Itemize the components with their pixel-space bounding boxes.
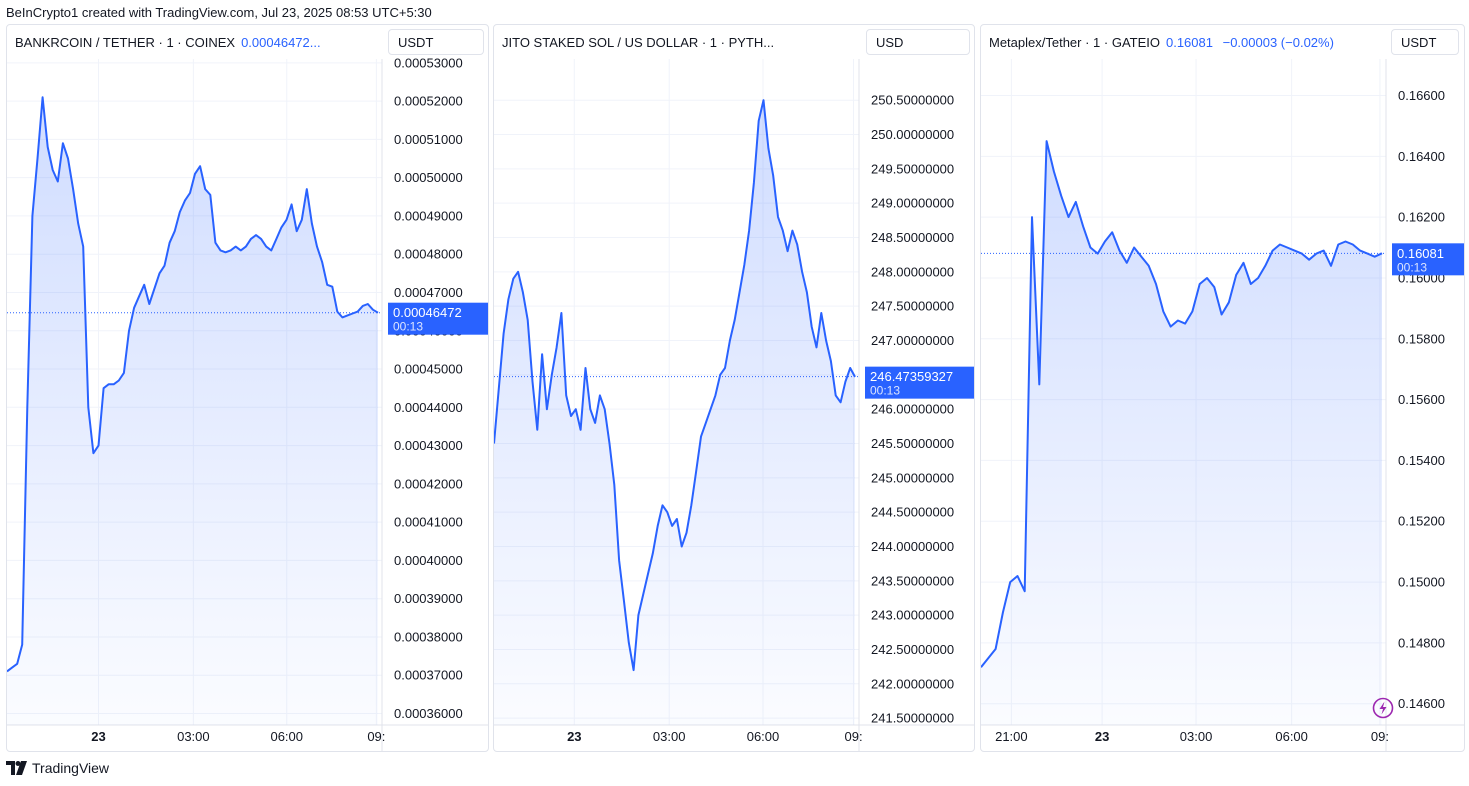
symbol-title[interactable]: BANKRCOIN / TETHER · 1 · COINEX 0.0004647… — [15, 35, 321, 50]
x-tick-label: 09: — [1371, 729, 1389, 744]
y-tick-label: 245.00000000 — [871, 470, 954, 485]
y-tick-label: 0.00049000 — [394, 208, 463, 223]
y-tick-label: 0.00045000 — [394, 362, 463, 377]
countdown-timer: 00:13 — [870, 384, 900, 398]
y-tick-label: 249.00000000 — [871, 196, 954, 211]
chart-panel-metaplex[interactable]: 0.14600 0.14800 0.15000 0.15200 0.15400 0.156… — [980, 24, 1465, 752]
x-tick-label: 23 — [91, 729, 105, 744]
price-label: 246.47359327 — [870, 369, 953, 384]
y-tick-label: 0.00036000 — [394, 706, 463, 721]
footer-brand: TradingView — [6, 760, 109, 776]
currency-unit-button[interactable]: USDT — [1391, 29, 1459, 55]
y-tick-label: 242.00000000 — [871, 676, 954, 691]
y-tick-label: 0.00037000 — [394, 668, 463, 683]
y-tick-label: 249.50000000 — [871, 161, 954, 176]
currency-unit-button[interactable]: USDT — [388, 29, 484, 55]
y-tick-label: 0.00044000 — [394, 400, 463, 415]
price-line[interactable] — [494, 99, 856, 672]
x-tick-label: 03:00 — [1180, 729, 1213, 744]
brand-name: TradingView — [32, 760, 110, 776]
y-tick-label: 0.00041000 — [394, 515, 463, 530]
price-line[interactable] — [981, 140, 1383, 668]
y-tick-label: 0.16200 — [1398, 210, 1445, 225]
y-tick-label: 0.14600 — [1398, 696, 1445, 711]
countdown-timer: 00:13 — [1397, 260, 1427, 274]
y-tick-label: 244.50000000 — [871, 505, 954, 520]
price-line[interactable] — [7, 96, 379, 673]
price-change: −0.00003 (−0.02%) — [1222, 35, 1334, 50]
y-tick-label: 0.00048000 — [394, 247, 463, 262]
y-tick-label: 0.00040000 — [394, 553, 463, 568]
y-tick-label: 248.00000000 — [871, 264, 954, 279]
symbol-title[interactable]: Metaplex/Tether · 1 · GATEIO 0.16081 −0.0… — [989, 35, 1334, 50]
lightning-icon[interactable] — [1372, 697, 1394, 719]
symbol-title[interactable]: JITO STAKED SOL / US DOLLAR · 1 · PYTH..… — [502, 35, 774, 50]
y-tick-label: 0.00050000 — [394, 170, 463, 185]
currency-unit-button[interactable]: USD — [866, 29, 970, 55]
symbol-name: Metaplex/Tether · 1 · GATEIO — [989, 35, 1160, 50]
chart-svg[interactable]: 0.14600 0.14800 0.15000 0.15200 0.15400 0.156… — [981, 25, 1464, 751]
x-tick-label: 09: — [367, 729, 385, 744]
y-tick-label: 0.15600 — [1398, 392, 1445, 407]
price-label: 0.16081 — [1397, 246, 1444, 261]
x-tick-label: 03:00 — [177, 729, 210, 744]
y-tick-label: 0.16400 — [1398, 149, 1445, 164]
countdown-timer: 00:13 — [393, 320, 423, 334]
y-tick-label: 0.00051000 — [394, 132, 463, 147]
y-tick-label: 0.00047000 — [394, 285, 463, 300]
y-tick-label: 0.15800 — [1398, 331, 1445, 346]
x-tick-label: 06:00 — [270, 729, 303, 744]
y-tick-label: 0.00039000 — [394, 591, 463, 606]
y-tick-label: 0.14800 — [1398, 635, 1445, 650]
y-tick-label: 246.00000000 — [871, 402, 954, 417]
attribution-line: BeInCrypto1 created with TradingView.com… — [6, 5, 432, 20]
y-tick-label: 244.00000000 — [871, 539, 954, 554]
y-tick-label: 250.00000000 — [871, 127, 954, 142]
x-tick-label: 21:00 — [995, 729, 1028, 744]
y-tick-label: 243.00000000 — [871, 608, 954, 623]
price-label: 0.00046472 — [393, 305, 462, 320]
y-tick-label: 0.15000 — [1398, 575, 1445, 590]
chart-svg[interactable]: 0.00036000 0.00037000 0.00038000 0.00039000… — [7, 25, 488, 751]
y-tick-label: 0.00038000 — [394, 629, 463, 644]
x-tick-label: 06:00 — [1275, 729, 1308, 744]
last-price: 0.00046472... — [241, 35, 321, 50]
y-tick-label: 0.00053000 — [394, 55, 463, 70]
area-fill — [7, 97, 378, 726]
y-tick-label: 242.50000000 — [871, 642, 954, 657]
y-tick-label: 248.50000000 — [871, 230, 954, 245]
y-tick-label: 247.50000000 — [871, 299, 954, 314]
price-label-box — [388, 302, 488, 335]
x-tick-label: 09: — [844, 729, 862, 744]
last-price: 0.16081 — [1165, 35, 1213, 50]
chart-svg[interactable]: 241.50000000 242.00000000 242.50000000 243.… — [494, 25, 974, 751]
symbol-name: JITO STAKED SOL / US DOLLAR · 1 · PYTH..… — [502, 35, 775, 50]
y-tick-label: 241.50000000 — [871, 711, 954, 726]
x-tick-label: 23 — [1095, 729, 1109, 744]
chart-panel-jitosol[interactable]: 241.50000000 242.00000000 242.50000000 243.… — [493, 24, 975, 752]
y-tick-label: 247.00000000 — [871, 333, 954, 348]
y-tick-label: 0.00043000 — [394, 438, 463, 453]
y-tick-label: 243.50000000 — [871, 573, 954, 588]
y-tick-label: 250.50000000 — [871, 93, 954, 108]
x-tick-label: 03:00 — [653, 729, 686, 744]
y-tick-label: 0.16600 — [1398, 88, 1445, 103]
y-tick-label: 0.15200 — [1398, 514, 1445, 529]
area-fill — [981, 141, 1382, 726]
tradingview-logo-icon — [6, 761, 27, 775]
x-tick-label: 06:00 — [747, 729, 780, 744]
symbol-name: BANKRCOIN / TETHER · 1 · COINEX — [15, 35, 236, 50]
price-label-box — [1392, 243, 1464, 276]
y-tick-label: 0.15400 — [1398, 453, 1445, 468]
y-tick-label: 0.00052000 — [394, 94, 463, 109]
chart-panel-bankrcoin[interactable]: 0.00036000 0.00037000 0.00038000 0.00039000… — [6, 24, 489, 752]
area-fill — [494, 100, 855, 725]
price-label-box — [865, 366, 974, 399]
x-tick-label: 23 — [567, 729, 581, 744]
y-tick-label: 245.50000000 — [871, 436, 954, 451]
y-tick-label: 0.00042000 — [394, 476, 463, 491]
